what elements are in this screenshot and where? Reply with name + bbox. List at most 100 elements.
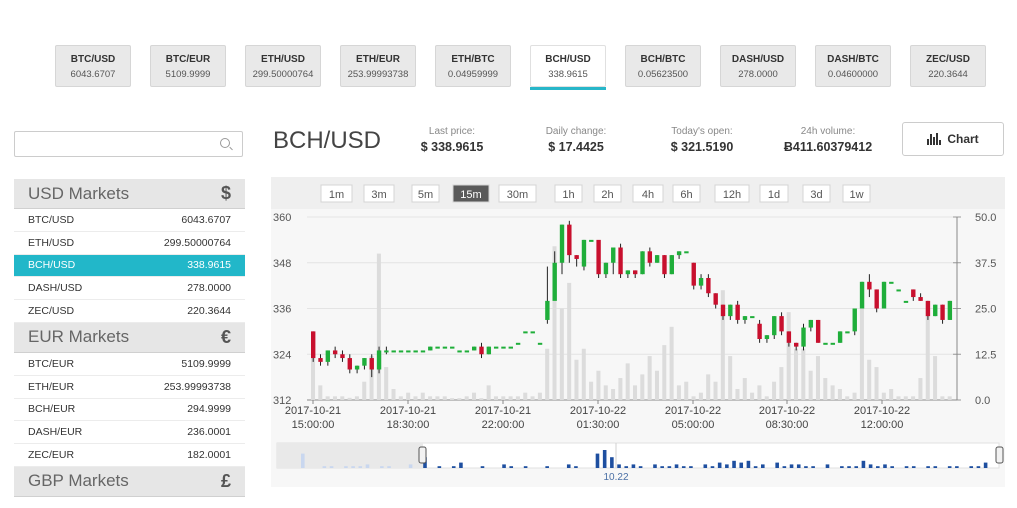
interval-button-4h[interactable] [632, 184, 664, 203]
navigator-volume-bar [502, 464, 506, 468]
interval-button-1w[interactable] [842, 184, 871, 203]
market-row-btc-eur[interactable]: BTC/EUR 5109.9999 [14, 353, 245, 376]
navigator-volume-bar [480, 466, 485, 468]
interval-button-label: 1m [329, 189, 344, 201]
price-chart[interactable]: 1m 3m 5m 15m 30m 1h 2h 4h 6h 12h 1d 3d 1w 312 324 336 34… [271, 177, 1005, 487]
todays-open-value: $ 321.5190 [670, 140, 734, 154]
navigator-volume-bar [746, 460, 751, 468]
volume-bar [918, 378, 923, 400]
interval-button-3m[interactable] [363, 184, 395, 203]
market-row-zec-eur[interactable]: ZEC/EUR 182.0001 [14, 444, 245, 467]
ticker-item-dash-usd[interactable]: DASH/USD 278.0000 [720, 45, 796, 87]
market-search-box[interactable] [14, 131, 243, 157]
x-axis-date: 2017-10-22 [759, 405, 815, 417]
candle-body [311, 331, 316, 359]
volume-bar [720, 290, 725, 400]
volume-bar [808, 370, 813, 400]
ticker-item-bch-usd[interactable]: BCH/USD 338.9615 [530, 45, 606, 90]
interval-button-3d[interactable] [802, 184, 831, 203]
navigator-volume-bar [739, 462, 744, 468]
interval-button-2h[interactable] [593, 184, 622, 203]
candle-body [852, 308, 857, 332]
volume-bar [574, 359, 579, 400]
market-row-dash-eur[interactable]: DASH/EUR 236.0001 [14, 421, 245, 445]
market-group-header[interactable]: EUR Markets € [14, 322, 245, 353]
navigator-left-handle[interactable] [418, 446, 427, 464]
candle-body [376, 350, 382, 370]
candle-body [654, 255, 660, 263]
candle-body [772, 316, 777, 336]
candle-body [398, 350, 404, 353]
candle-body [706, 278, 711, 294]
market-row-zec-usd[interactable]: ZEC/USD 220.3644 [14, 300, 245, 323]
ticker-item-eth-btc[interactable]: ETH/BTC 0.04959999 [435, 45, 511, 87]
ticker-item-zec-usd[interactable]: ZEC/USD 220.3644 [910, 45, 986, 87]
volume-bar [318, 385, 323, 400]
candle-body [325, 350, 331, 362]
market-row-bch-eur[interactable]: BCH/EUR 294.9999 [14, 399, 245, 422]
ticker-item-eth-usd[interactable]: ETH/USD 299.50000764 [245, 45, 321, 87]
ticker-item-btc-eur[interactable]: BTC/EUR 5109.9999 [150, 45, 226, 87]
search-icon[interactable] [220, 138, 230, 148]
ticker-item-bch-btc[interactable]: BCH/BTC 0.05623500 [625, 45, 701, 87]
ticker-item-eth-eur[interactable]: ETH/EUR 253.99993738 [340, 45, 416, 87]
candle-body [428, 346, 433, 351]
ticker-item-btc-usd[interactable]: BTC/USD 6043.6707 [55, 45, 131, 87]
navigator-volume-bar [566, 464, 571, 468]
ticker-pair: DASH/BTC [827, 54, 879, 65]
navigator-volume-bar [890, 466, 894, 468]
ticker-price: 6043.6707 [70, 69, 116, 80]
navigator-volume-bar [351, 466, 355, 468]
volume-bar [852, 392, 857, 400]
market-row-pair: DASH/USD [28, 282, 83, 295]
candle-body [384, 350, 389, 353]
interval-button-5m[interactable] [411, 184, 440, 203]
market-row-price: 278.0000 [187, 282, 231, 295]
market-row-pair: ZEC/USD [28, 305, 75, 318]
market-row-price: 5109.9999 [181, 357, 231, 370]
interval-button-12h[interactable] [714, 184, 750, 203]
price-chart-svg[interactable]: 1m 3m 5m 15m 30m 1h 2h 4h 6h 12h 1d 3d 1w 312 324 336 34… [271, 177, 1005, 487]
markets-sidebar: USD Markets $ BTC/USD 6043.6707 ETH/USD 299.5… [14, 179, 245, 497]
volume-bar [398, 396, 403, 400]
volume-bar [420, 392, 425, 400]
navigator-right-handle[interactable] [995, 446, 1004, 464]
volume-bar [442, 396, 447, 400]
candle-body [933, 304, 938, 317]
navigator-volume-bar [761, 464, 765, 468]
interval-button-1h[interactable] [554, 184, 583, 203]
navigator-volume-bar [876, 466, 880, 468]
market-row-eth-usd[interactable]: ETH/USD 299.50000764 [14, 232, 245, 255]
x-axis-time: 08:30:00 [766, 419, 809, 431]
volume-bar [464, 396, 469, 400]
market-row-bch-usd[interactable]: BCH/USD 338.9615 [14, 254, 245, 278]
candle-body [420, 350, 426, 353]
market-row-eth-eur[interactable]: ETH/EUR 253.99993738 [14, 376, 245, 399]
volume-bar [867, 359, 872, 400]
candle-body [523, 331, 528, 334]
interval-button-6h[interactable] [672, 184, 701, 203]
interval-button-15m[interactable] [452, 184, 490, 203]
market-group-header[interactable]: USD Markets $ [14, 179, 245, 209]
x-axis-date: 2017-10-22 [665, 405, 721, 417]
volume-bar [691, 396, 696, 400]
volume-bar [940, 396, 945, 400]
market-row-dash-usd[interactable]: DASH/USD 278.0000 [14, 277, 245, 301]
ticker-item-dash-btc[interactable]: DASH/BTC 0.04600000 [815, 45, 891, 87]
candle-body [574, 255, 579, 259]
candle-body [720, 304, 726, 317]
volume-bar [772, 381, 777, 400]
navigator-volume-bar [926, 466, 930, 468]
interval-button-30m[interactable] [498, 184, 537, 203]
volume-bar [537, 392, 542, 400]
interval-button-1m[interactable] [320, 184, 353, 203]
market-search-input[interactable] [21, 133, 215, 157]
market-row-btc-usd[interactable]: BTC/USD 6043.6707 [14, 209, 245, 232]
navigator-volume-bar [301, 453, 305, 468]
volume-bar [859, 301, 864, 400]
candle-body [750, 316, 755, 319]
candle-body [479, 346, 484, 355]
market-group-header[interactable]: GBP Markets £ [14, 466, 245, 497]
chart-button[interactable]: Chart [902, 122, 1004, 156]
interval-button-1d[interactable] [759, 184, 789, 203]
